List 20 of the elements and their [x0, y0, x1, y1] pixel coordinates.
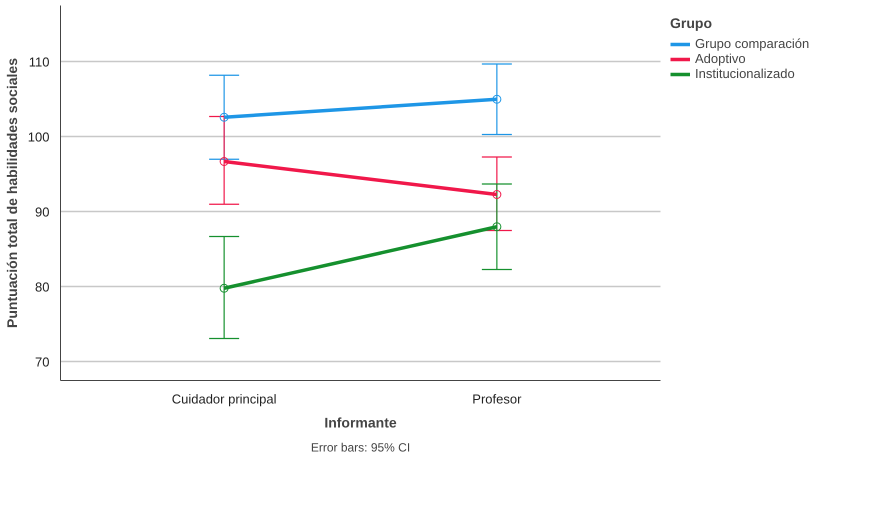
x-tick-label: Profesor: [472, 392, 522, 406]
y-tick-label: 90: [35, 204, 50, 220]
x-tick-label: Cuidador principal: [172, 392, 277, 406]
y-tick-label: 80: [35, 279, 50, 294]
point: [220, 157, 229, 166]
y-tick-label: 70: [35, 354, 50, 370]
y-tick-label: 110: [28, 54, 50, 70]
y-tick-label: 100: [28, 129, 50, 144]
legend-label: Institucionalizado: [695, 66, 795, 81]
point: [492, 94, 502, 104]
point: [220, 112, 229, 122]
point: [220, 284, 229, 293]
x-axis-title: Informante: [324, 414, 397, 430]
y-axis-title: Puntuación total de habilidades sociales: [4, 58, 20, 328]
point: [492, 222, 502, 232]
text: Error bars: 95% CI: [310, 440, 410, 454]
legend-label: Adoptivo: [695, 51, 746, 66]
point: [492, 190, 502, 199]
legend-label: Grupo comparación: [695, 36, 810, 51]
legend-title: Grupo: [670, 15, 713, 31]
